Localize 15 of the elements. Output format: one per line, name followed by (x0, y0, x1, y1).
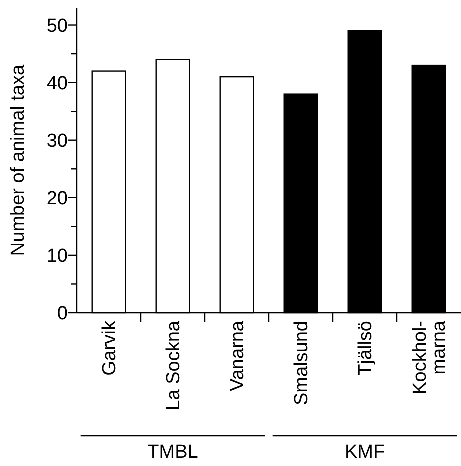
y-tick-label: 10 (46, 246, 68, 268)
x-tick-label: Vanarna (228, 320, 249, 392)
y-tick-label: 20 (46, 188, 68, 210)
x-tick-label: La Sockna (164, 320, 185, 411)
text: TMBL (148, 442, 198, 463)
x-tick-label: Tjällsö (356, 321, 377, 376)
x-tick-label: Kockhol- marna (410, 320, 450, 395)
y-tick-label: 40 (46, 73, 68, 94)
text: KMF (344, 442, 386, 463)
y-tick-label: 30 (46, 131, 68, 152)
y-axis-title: Number of animal taxa (8, 64, 29, 256)
x-tick-label: Garvik (100, 320, 121, 376)
y-tick-label: 0 (57, 304, 68, 325)
y-tick-label: 50 (46, 16, 68, 37)
x-tick-label: Smalsund (292, 321, 313, 406)
